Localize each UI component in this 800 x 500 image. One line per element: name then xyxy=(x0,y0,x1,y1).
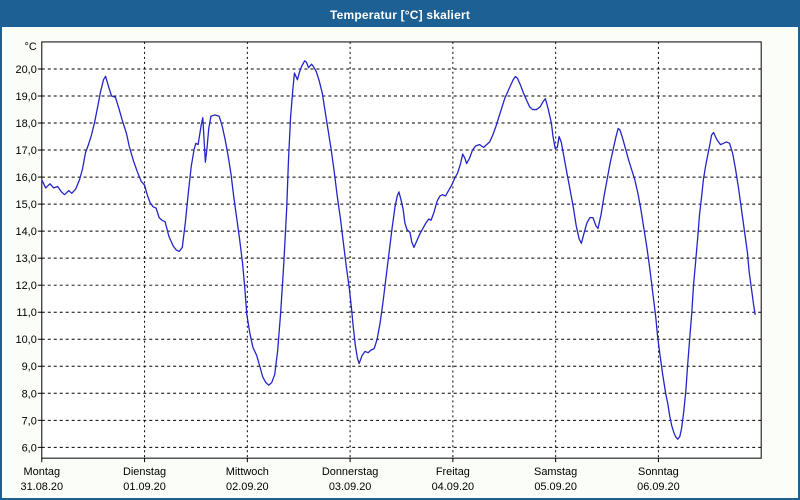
day-name-label: Donnerstag xyxy=(322,466,379,478)
y-tick-label: 19,0 xyxy=(16,91,37,103)
y-tick-label: 17,0 xyxy=(16,145,37,157)
y-tick-label: 20,0 xyxy=(16,64,37,76)
day-date-label: 05.09.20 xyxy=(534,481,577,493)
y-axis-unit-label: °C xyxy=(25,41,37,53)
y-tick-label: 15,0 xyxy=(16,199,37,211)
day-date-label: 04.09.20 xyxy=(432,481,475,493)
day-name-label: Samstag xyxy=(534,466,577,478)
y-tick-label: 13,0 xyxy=(16,253,37,265)
y-tick-label: 11,0 xyxy=(16,307,36,319)
window-title: Temperatur [°C] skaliert xyxy=(329,7,471,22)
y-tick-label: 16,0 xyxy=(16,172,37,184)
temperature-series-line xyxy=(41,60,756,440)
y-tick-label: 8,0 xyxy=(22,388,37,400)
day-date-label: 03.09.20 xyxy=(329,481,372,493)
y-tick-label: 9,0 xyxy=(22,361,37,373)
day-name-label: Sonntag xyxy=(638,466,679,478)
day-date-label: 02.09.20 xyxy=(226,481,269,493)
day-date-label: 31.08.20 xyxy=(21,481,64,493)
day-date-label: 06.09.20 xyxy=(637,481,680,493)
day-name-label: Dienstag xyxy=(123,466,166,478)
y-tick-label: 10,0 xyxy=(16,334,37,346)
y-tick-label: 18,0 xyxy=(16,118,37,130)
title-bar: Temperatur [°C] skaliert xyxy=(2,2,798,27)
day-name-label: Montag xyxy=(24,466,60,478)
plot-frame xyxy=(41,41,762,459)
y-tick-label: 12,0 xyxy=(16,280,37,292)
y-tick-label: 6,0 xyxy=(22,442,37,454)
y-tick-label: 7,0 xyxy=(22,415,37,427)
y-tick-label: 14,0 xyxy=(16,226,37,238)
day-name-label: Freitag xyxy=(436,466,470,478)
temperature-chart: °C 20,0 19,0 18,0 17,0 16,0 15,0 14,0 13,0 12,0 11… xyxy=(16,41,762,493)
day-date-label: 01.09.20 xyxy=(123,481,166,493)
day-name-label: Mittwoch xyxy=(226,466,269,478)
